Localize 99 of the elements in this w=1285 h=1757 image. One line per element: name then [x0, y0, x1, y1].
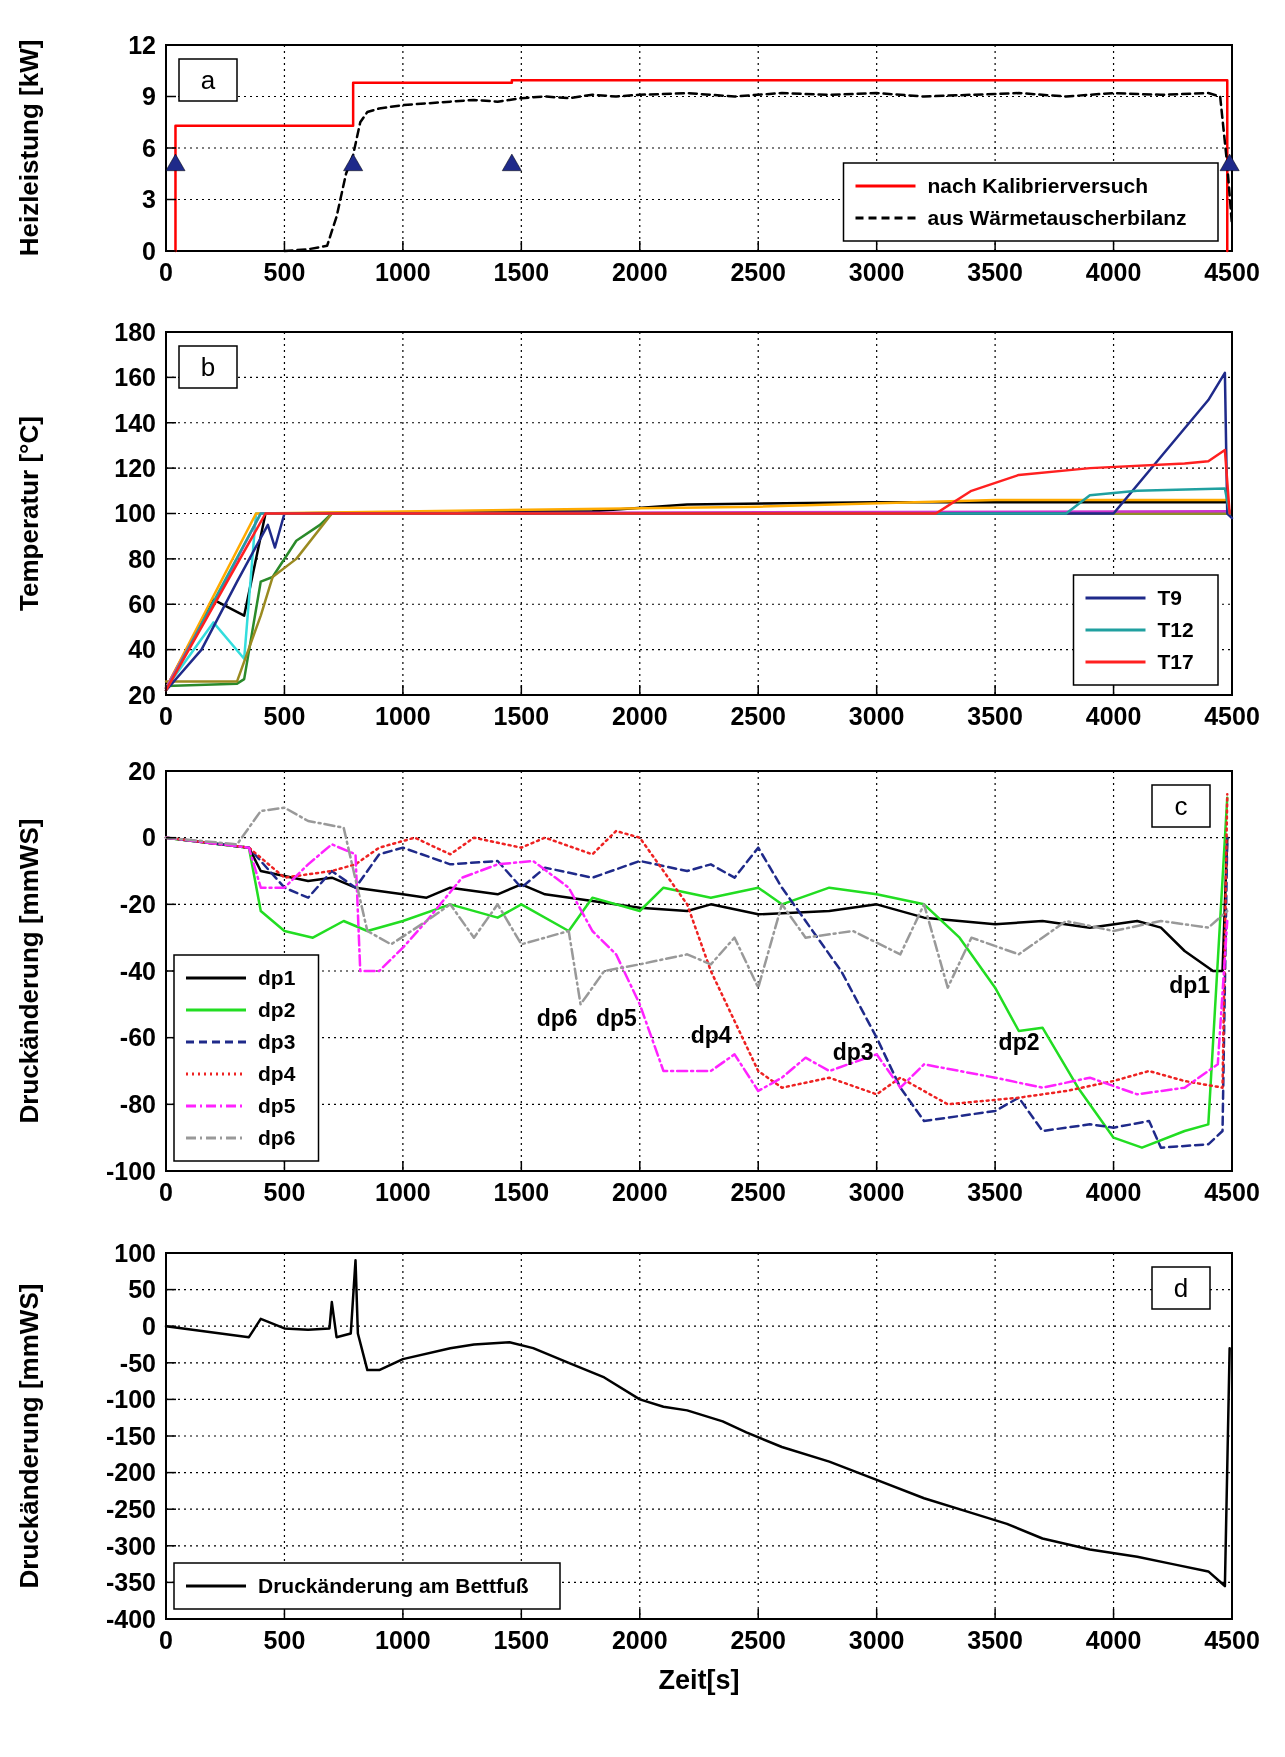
y-tick-label: -20	[119, 890, 156, 919]
x-tick-label: 4500	[1204, 1178, 1260, 1206]
y-tick-label: 6	[142, 133, 156, 162]
x-tick-label: 3000	[848, 702, 905, 730]
x-tick-label: 3500	[967, 1626, 1023, 1654]
legend-label: T9	[1157, 586, 1183, 610]
y-tick-label: -60	[119, 1023, 156, 1052]
y-tick-label: 12	[128, 30, 156, 59]
legend-label: T12	[1157, 618, 1194, 642]
y-tick-label: 60	[128, 590, 156, 618]
legend-label: dp4	[258, 1062, 296, 1086]
y-tick-label: 9	[142, 82, 156, 111]
y-axis-title: Heizleistung [kW]	[14, 39, 44, 257]
annotation: c	[1174, 791, 1188, 822]
y-tick-label: -350	[105, 1568, 156, 1597]
y-axis-title: Druckänderung [mmWS]	[14, 818, 44, 1124]
y-tick-label: 160	[114, 363, 156, 392]
y-tick-label: 180	[114, 317, 156, 346]
y-tick-label: 0	[142, 1311, 156, 1340]
x-tick-label: 4500	[1204, 702, 1260, 730]
y-tick-label: 80	[128, 544, 156, 573]
y-tick-label: -300	[105, 1531, 156, 1560]
x-tick-label: 1000	[375, 1626, 431, 1654]
legend-label: Druckänderung am Bettfuß	[258, 1574, 529, 1598]
y-tick-label: -100	[105, 1156, 156, 1185]
y-tick-label: -50	[119, 1348, 156, 1377]
y-tick-label: 40	[128, 635, 156, 664]
x-tick-label: 1500	[493, 1178, 550, 1206]
x-tick-label: 3000	[848, 258, 905, 286]
y-tick-label: -250	[105, 1494, 156, 1523]
x-tick-label: 0	[159, 258, 173, 286]
legend-label: dp1	[258, 966, 296, 990]
x-tick-label: 1000	[375, 1178, 431, 1206]
x-tick-label: 2500	[730, 1626, 787, 1654]
annotation: dp6	[536, 1005, 578, 1032]
y-tick-label: -80	[119, 1090, 156, 1119]
y-tick-label: -100	[105, 1385, 156, 1414]
y-tick-label: -40	[119, 956, 156, 985]
annotation: b	[200, 352, 216, 383]
x-tick-label: 0	[159, 702, 173, 730]
x-tick-label: 1500	[493, 1626, 550, 1654]
x-tick-label: 2000	[611, 702, 668, 730]
y-tick-label: 20	[128, 680, 156, 709]
y-tick-label: 3	[142, 185, 156, 214]
annotation: dp1	[1169, 972, 1211, 998]
x-tick-label: 2500	[730, 702, 787, 730]
x-tick-label: 2500	[730, 1178, 787, 1206]
x-tick-label: 4000	[1085, 702, 1142, 730]
x-tick-label: 1500	[493, 702, 550, 730]
x-tick-label: 4000	[1085, 1178, 1142, 1206]
x-tick-label: 0	[159, 1626, 173, 1654]
x-tick-label: 2000	[611, 258, 668, 286]
y-tick-label: 0	[142, 236, 156, 265]
x-tick-label: 2000	[611, 1626, 668, 1654]
y-tick-label: -400	[105, 1604, 156, 1633]
legend-label: dp3	[258, 1030, 296, 1054]
y-tick-label: 140	[114, 408, 156, 437]
annotation: dp4	[690, 1022, 732, 1048]
x-tick-label: 500	[263, 258, 306, 286]
y-tick-label: 0	[142, 823, 156, 852]
x-tick-label: 500	[263, 1626, 306, 1654]
x-tick-label: 3500	[967, 1178, 1023, 1206]
legend-label: dp5	[258, 1094, 296, 1118]
annotation: a	[200, 65, 216, 96]
legend-label: nach Kalibrierversuch	[927, 174, 1149, 198]
x-tick-label: 4000	[1085, 1626, 1142, 1654]
legend-label: dp2	[258, 998, 296, 1022]
y-tick-label: 120	[114, 453, 156, 482]
x-tick-label: 0	[159, 1178, 173, 1206]
annotation: dp3	[832, 1038, 874, 1065]
x-tick-label: 2000	[611, 1178, 668, 1206]
x-axis-title: Zeit[s]	[658, 1665, 740, 1695]
x-tick-label: 1000	[375, 258, 431, 286]
x-tick-label: 3500	[967, 258, 1023, 286]
x-tick-label: 1500	[493, 258, 550, 286]
x-tick-label: 3000	[848, 1178, 905, 1206]
x-tick-label: 500	[263, 1178, 306, 1206]
legend-label: T17	[1157, 650, 1194, 674]
annotation: dp2	[998, 1028, 1040, 1055]
y-axis-title: Druckänderung [mmWS]	[14, 1283, 44, 1589]
x-tick-label: 3500	[967, 702, 1023, 730]
y-tick-label: 20	[128, 756, 156, 785]
y-tick-label: 50	[128, 1275, 156, 1304]
annotation: d	[1173, 1273, 1189, 1304]
x-tick-label: 1000	[375, 702, 431, 730]
x-tick-label: 3000	[848, 1626, 905, 1654]
legend-label: dp6	[258, 1126, 296, 1150]
x-tick-label: 2500	[730, 258, 787, 286]
y-tick-label: -150	[105, 1421, 156, 1450]
y-tick-label: 100	[114, 499, 156, 528]
y-tick-label: 100	[114, 1238, 156, 1267]
x-tick-label: 4000	[1085, 258, 1142, 286]
y-axis-title: Temperatur [°C]	[14, 416, 44, 611]
x-tick-label: 4500	[1204, 258, 1260, 286]
x-tick-label: 500	[263, 702, 306, 730]
y-tick-label: -200	[105, 1458, 156, 1487]
legend-label: aus Wärmetauscherbilanz	[927, 206, 1187, 230]
x-tick-label: 4500	[1204, 1626, 1260, 1654]
annotation: dp5	[595, 1005, 637, 1032]
